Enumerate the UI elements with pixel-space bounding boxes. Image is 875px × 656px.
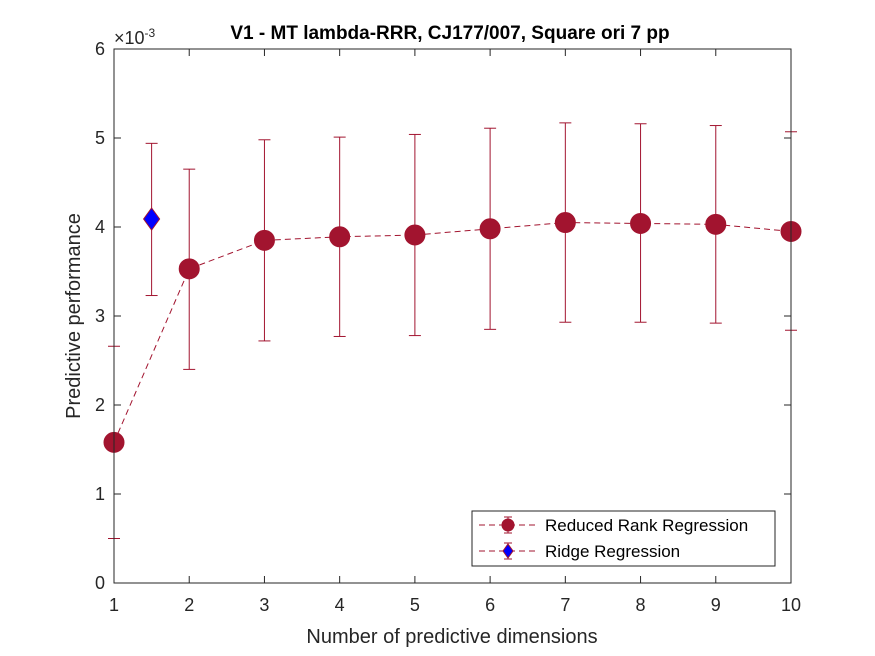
- reduced-rank-regression-point: [178, 258, 200, 280]
- y-tick-label: 2: [95, 395, 105, 415]
- y-tick-label: 4: [95, 217, 105, 237]
- legend-label-reduced-rank-regression: Reduced Rank Regression: [545, 516, 748, 535]
- y-tick-label: 3: [95, 306, 105, 326]
- y-axis-label: Predictive performance: [63, 213, 85, 419]
- y-exponent-multiplier: ×10-3: [114, 26, 156, 48]
- y-tick-label: 6: [95, 39, 105, 59]
- reduced-rank-regression-point: [479, 218, 501, 240]
- y-tick-label: 1: [95, 484, 105, 504]
- legend-marker-ridge-regression: [502, 543, 514, 559]
- plot-frame: [113, 48, 792, 584]
- x-tick-label: 4: [335, 595, 345, 615]
- legend-entries: Reduced Rank Regression Ridge Regression: [479, 516, 748, 561]
- reduced-rank-regression-line: [113, 222, 792, 443]
- ridge-regression-point: [142, 207, 161, 231]
- x-tick-labels: 1 2 3 4 5 6 7 8 9 10: [109, 595, 801, 615]
- reduced-rank-regression-point: [329, 226, 351, 248]
- x-tick-label: 10: [781, 595, 801, 615]
- x-tick-label: 9: [711, 595, 721, 615]
- reduced-rank-regression-point: [404, 224, 426, 246]
- legend-marker-reduced-rank-regression: [501, 518, 515, 532]
- reduced-rank-regression-point: [630, 212, 652, 234]
- reduced-rank-regression-point: [554, 212, 576, 234]
- y-tick-label: 0: [95, 573, 105, 593]
- x-tick-label: 8: [636, 595, 646, 615]
- reduced-rank-regression-point: [705, 213, 727, 235]
- legend-box: [471, 510, 776, 567]
- x-tick-label: 3: [259, 595, 269, 615]
- x-tick-label: 2: [184, 595, 194, 615]
- x-tick-label: 7: [560, 595, 570, 615]
- chart-title: V1 - MT lambda-RRR, CJ177/007, Square or…: [230, 23, 669, 44]
- x-tick-label: 1: [109, 595, 119, 615]
- series-lines: [113, 222, 792, 443]
- legend: Reduced Rank Regression Ridge Regression: [471, 510, 776, 567]
- reduced-rank-regression-point: [253, 229, 275, 251]
- x-axis-label: Number of predictive dimensions: [306, 626, 597, 648]
- x-tick-label: 6: [485, 595, 495, 615]
- plot-area: [114, 49, 791, 583]
- legend-label-ridge-regression: Ridge Regression: [545, 542, 680, 561]
- y-tick-label: 5: [95, 128, 105, 148]
- y-tick-labels: 0 1 2 3 4 5 6: [95, 39, 105, 593]
- x-tick-label: 5: [410, 595, 420, 615]
